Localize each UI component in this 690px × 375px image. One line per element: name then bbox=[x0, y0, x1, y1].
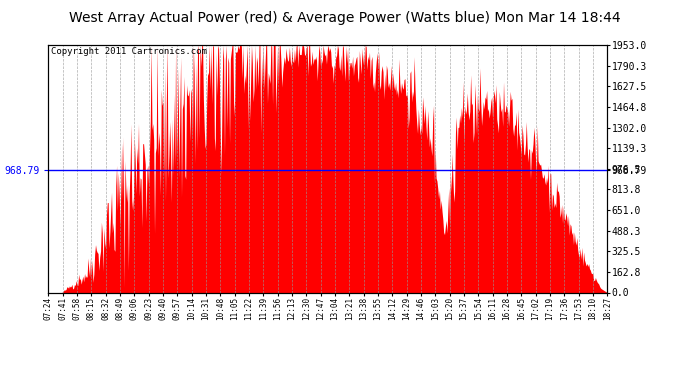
Text: West Array Actual Power (red) & Average Power (Watts blue) Mon Mar 14 18:44: West Array Actual Power (red) & Average … bbox=[69, 11, 621, 25]
Text: Copyright 2011 Cartronics.com: Copyright 2011 Cartronics.com bbox=[51, 48, 207, 57]
